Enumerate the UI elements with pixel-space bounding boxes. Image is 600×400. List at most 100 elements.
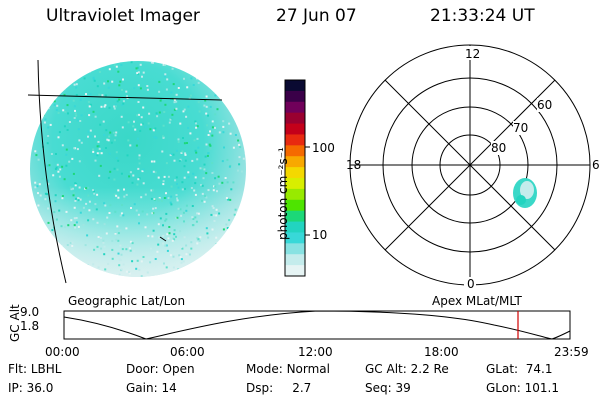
disk-speckle-pixel <box>194 216 197 219</box>
disk-speckle-pixel <box>46 142 49 145</box>
pole-mark <box>159 236 167 242</box>
disk-speckle-pixel <box>218 212 221 215</box>
disk-speckle-pixel <box>177 140 180 143</box>
disk-speckle-pixel <box>103 245 106 248</box>
disk-speckle-pixel <box>175 176 178 179</box>
ip-value: 36.0 <box>26 381 54 395</box>
disk-speckle-pixel <box>230 93 233 96</box>
disk-speckle-pixel <box>107 176 110 179</box>
disk-speckle-pixel <box>176 216 179 219</box>
disk-speckle-pixel <box>139 87 142 90</box>
disk-speckle-pixel <box>79 211 82 214</box>
disk-speckle-pixel <box>215 236 218 239</box>
disk-speckle-pixel <box>157 176 160 179</box>
disk-speckle-pixel <box>180 246 183 248</box>
disk-speckle-pixel <box>228 104 231 107</box>
disk-speckle-pixel <box>173 101 176 104</box>
disk-speckle-pixel <box>180 214 183 217</box>
disk-speckle-pixel <box>136 114 139 117</box>
disk-speckle-pixel <box>117 252 120 255</box>
disk-speckle-pixel <box>169 201 172 204</box>
disk-speckle-pixel <box>128 271 131 273</box>
disk-speckle-pixel <box>164 244 167 247</box>
disk-speckle-pixel <box>89 103 92 106</box>
disk-speckle-pixel <box>207 152 210 155</box>
colorbar <box>284 79 310 277</box>
disk-speckle-pixel <box>43 121 46 124</box>
disk-speckle-pixel <box>35 252 38 255</box>
disk-speckle-pixel <box>120 268 123 271</box>
disk-speckle-pixel <box>173 98 176 101</box>
latitude-line <box>27 94 223 101</box>
disk-speckle-pixel <box>197 212 200 215</box>
disk-speckle-pixel <box>208 143 211 146</box>
disk-speckle-pixel <box>173 229 176 232</box>
timeline-ytick-min: 1.8 <box>20 319 40 333</box>
disk-speckle-pixel <box>96 221 99 224</box>
disk-speckle-pixel <box>98 93 101 96</box>
disk-speckle-pixel <box>146 271 149 274</box>
disk-speckle-pixel <box>112 275 115 277</box>
disk-speckle-pixel <box>98 145 101 148</box>
disk-speckle-pixel <box>121 88 123 91</box>
disk-speckle-pixel <box>161 150 164 153</box>
disk-speckle-pixel <box>129 144 132 147</box>
disk-speckle-pixel <box>225 223 228 226</box>
disk-speckle-pixel <box>54 88 57 91</box>
disk-speckle-pixel <box>179 158 182 161</box>
disk-speckle-pixel <box>158 197 161 200</box>
disk-speckle-pixel <box>46 179 49 182</box>
disk-speckle-pixel <box>166 249 169 252</box>
disk-speckle-pixel <box>108 68 111 71</box>
disk-speckle-pixel <box>234 134 237 136</box>
disk-speckle-pixel <box>204 99 207 102</box>
disk-speckle-pixel <box>190 241 193 244</box>
disk-speckle-pixel <box>170 61 173 64</box>
disk-speckle-pixel <box>133 120 135 123</box>
polar-aurora-patch <box>513 178 537 208</box>
disk-speckle-pixel <box>64 225 67 228</box>
disk-speckle-pixel <box>66 129 69 131</box>
disk-speckle-pixel <box>53 238 56 241</box>
colorbar-segment <box>285 188 305 201</box>
disk-speckle-pixel <box>126 95 129 98</box>
disk-speckle-pixel <box>203 163 206 166</box>
colorbar-segment <box>285 80 305 92</box>
disk-speckle-pixel <box>94 203 97 206</box>
disk-speckle-pixel <box>211 120 214 123</box>
disk-speckle-pixel <box>211 134 214 137</box>
disk-speckle-pixel <box>105 147 107 149</box>
disk-speckle-pixel <box>102 241 105 244</box>
disk-speckle-pixel <box>109 204 112 207</box>
disk-speckle-pixel <box>177 207 180 210</box>
disk-speckle-pixel <box>196 265 199 268</box>
disk-speckle-pixel <box>197 81 200 84</box>
disk-speckle-pixel <box>150 189 153 192</box>
flt-value: LBHL <box>30 362 62 376</box>
disk-speckle-pixel <box>166 78 169 81</box>
disk-speckle-pixel <box>99 164 102 167</box>
disk-speckle-pixel <box>221 160 224 163</box>
disk-speckle-pixel <box>209 105 212 108</box>
disk-speckle-pixel <box>63 70 65 73</box>
disk-speckle-pixel <box>44 78 47 81</box>
disk-speckle-pixel <box>87 130 90 133</box>
status-filter: Flt: LBHL <box>8 362 61 376</box>
disk-speckle-pixel <box>34 257 37 260</box>
disk-speckle-pixel <box>90 135 92 138</box>
disk-speckle-pixel <box>116 168 119 171</box>
disk-speckle-pixel <box>201 167 204 170</box>
disk-speckle-pixel <box>171 67 174 70</box>
disk-speckle-pixel <box>184 159 187 162</box>
disk-speckle-pixel <box>72 187 74 190</box>
disk-speckle-pixel <box>61 195 64 198</box>
disk-speckle-pixel <box>193 189 196 192</box>
disk-speckle-pixel <box>153 136 156 139</box>
disk-speckle-pixel <box>57 79 60 82</box>
disk-speckle-pixel <box>50 275 53 277</box>
disk-speckle-pixel <box>108 212 111 214</box>
disk-speckle-pixel <box>229 228 232 231</box>
colorbar-segment <box>285 134 305 146</box>
disk-speckle-pixel <box>190 94 192 97</box>
disk-speckle-pixel <box>60 225 63 228</box>
